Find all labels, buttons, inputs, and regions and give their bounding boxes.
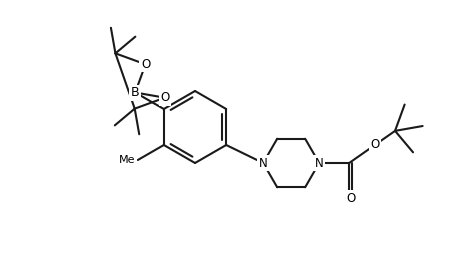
Text: O: O xyxy=(141,58,150,71)
Text: Me: Me xyxy=(119,155,136,165)
Text: O: O xyxy=(346,192,355,204)
Text: O: O xyxy=(160,91,169,104)
Text: N: N xyxy=(259,157,267,169)
Text: B: B xyxy=(131,86,139,99)
Text: O: O xyxy=(370,138,380,151)
Text: N: N xyxy=(315,157,324,169)
